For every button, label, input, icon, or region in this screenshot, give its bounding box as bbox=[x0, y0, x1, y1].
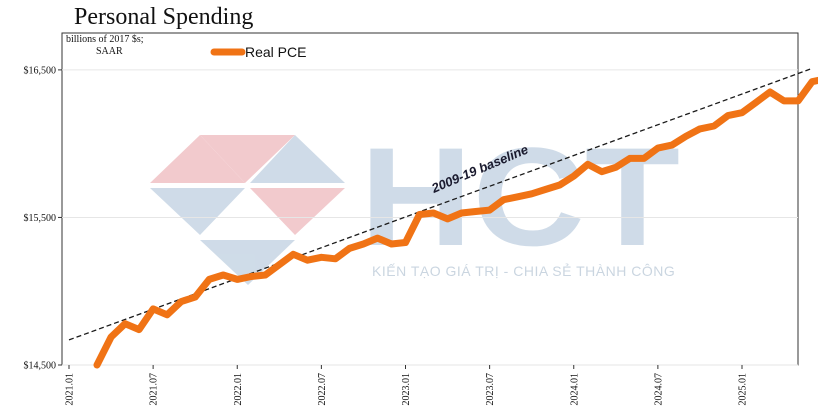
x-tick-label-2: 2022.01 bbox=[233, 373, 244, 406]
watermark-logo-bottom-tip bbox=[200, 240, 295, 285]
watermark: HCT KIẾN TẠO GIÁ TRỊ - CHIA SẺ THÀNH CÔN… bbox=[150, 118, 680, 285]
x-tick-label-5: 2023.07 bbox=[485, 373, 496, 406]
x-tick-label-1: 2021.07 bbox=[149, 373, 160, 406]
watermark-slogan: KIẾN TẠO GIÁ TRỊ - CHIA SẺ THÀNH CÔNG bbox=[372, 263, 675, 279]
x-tick-label-3: 2022.07 bbox=[317, 373, 328, 406]
y-tick-label-2: $16,500 bbox=[24, 65, 57, 76]
legend: Real PCE bbox=[210, 44, 306, 60]
x-tick-label-8: 2025.01 bbox=[738, 373, 749, 406]
unit-label-line2: SAAR bbox=[96, 46, 123, 57]
watermark-logo-bottom-left bbox=[150, 188, 245, 235]
gridlines bbox=[62, 69, 798, 366]
chart-title: Personal Spending bbox=[74, 4, 253, 30]
x-tick-label-4: 2023.01 bbox=[401, 373, 412, 406]
y-tick-label-1: $15,500 bbox=[24, 213, 57, 224]
series-line-real-pce bbox=[93, 76, 818, 369]
x-tick-label-6: 2024.01 bbox=[569, 373, 580, 406]
unit-label-line1: billions of 2017 $s; bbox=[66, 34, 144, 45]
x-tick-label-7: 2024.07 bbox=[653, 373, 664, 406]
legend-label-real-pce: Real PCE bbox=[245, 44, 306, 60]
y-axis: $14,500 $15,500 $16,500 bbox=[24, 65, 62, 372]
x-tick-label-0: 2021.01 bbox=[65, 373, 76, 406]
y-tick-label-0: $14,500 bbox=[24, 361, 57, 372]
watermark-logo-right-triangle bbox=[250, 135, 345, 183]
watermark-logo-left-triangle bbox=[150, 135, 245, 183]
watermark-logo-top-triangle bbox=[200, 135, 295, 183]
series-layer bbox=[68, 67, 818, 369]
watermark-logo-bottom-right bbox=[250, 188, 345, 235]
x-axis: 2021.01 2021.07 2022.01 2022.07 2023.01 2023.… bbox=[65, 365, 749, 406]
